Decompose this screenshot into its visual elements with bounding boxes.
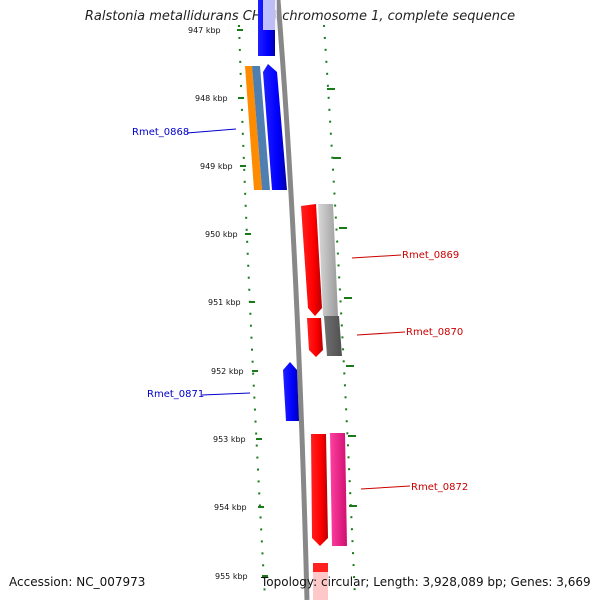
gene-magenta-feature <box>330 433 347 546</box>
gene-label-text: Rmet_0872 <box>411 482 468 493</box>
tick-label: 953 kbp <box>213 435 246 444</box>
gene-orange-feature <box>245 66 262 190</box>
accession-text: Accession: NC_007973 <box>9 575 146 589</box>
tick-marks <box>237 29 268 577</box>
tick-label: 951 kbp <box>208 298 241 307</box>
tick-label: 948 kbp <box>195 94 228 103</box>
tick-labels: 947 kbp 948 kbp 949 kbp 950 kbp 951 kbp … <box>188 26 248 581</box>
cds-partial-bottom-light <box>313 572 328 600</box>
cds-Rmet_0869 <box>301 204 322 316</box>
cds-Rmet_0872 <box>311 434 328 546</box>
gene-dark-feature <box>324 316 342 356</box>
cds-Rmet_0868 <box>263 64 287 190</box>
outer-tick-marks <box>327 88 357 507</box>
chromosome-backbone <box>275 0 310 600</box>
map-title: Ralstonia metallidurans CH34 chromosome … <box>84 9 516 24</box>
tick-label: 950 kbp <box>205 230 238 239</box>
gene-label-text: Rmet_0868 <box>132 127 189 138</box>
gene-label-Rmet_0871[interactable]: Rmet_0871 <box>147 389 251 400</box>
cds-Rmet_0870 <box>307 318 323 357</box>
tick-label: 949 kbp <box>200 162 233 171</box>
gene-steel-feature <box>252 66 270 190</box>
tick-label: 954 kbp <box>214 503 247 512</box>
gene-label-Rmet_0869[interactable]: Rmet_0869 <box>351 250 459 261</box>
cds-Rmet_0871 <box>283 362 299 421</box>
tick-label: 955 kbp <box>215 572 248 581</box>
gene-label-text: Rmet_0870 <box>406 327 463 338</box>
gene-label-text: Rmet_0871 <box>147 389 204 400</box>
tick-label: 947 kbp <box>188 26 221 35</box>
topology-text: Topology: circular; Length: 3,928,089 bp… <box>261 575 591 589</box>
cds-partial-top-white <box>263 0 277 30</box>
tick-label: 952 kbp <box>211 367 244 376</box>
gene-label-Rmet_0872[interactable]: Rmet_0872 <box>360 482 468 493</box>
gene-gray-feature <box>318 204 338 316</box>
gene-label-text: Rmet_0869 <box>402 250 459 261</box>
gene-label-Rmet_0868[interactable]: Rmet_0868 <box>132 127 237 138</box>
gene-label-Rmet_0870[interactable]: Rmet_0870 <box>356 327 463 338</box>
